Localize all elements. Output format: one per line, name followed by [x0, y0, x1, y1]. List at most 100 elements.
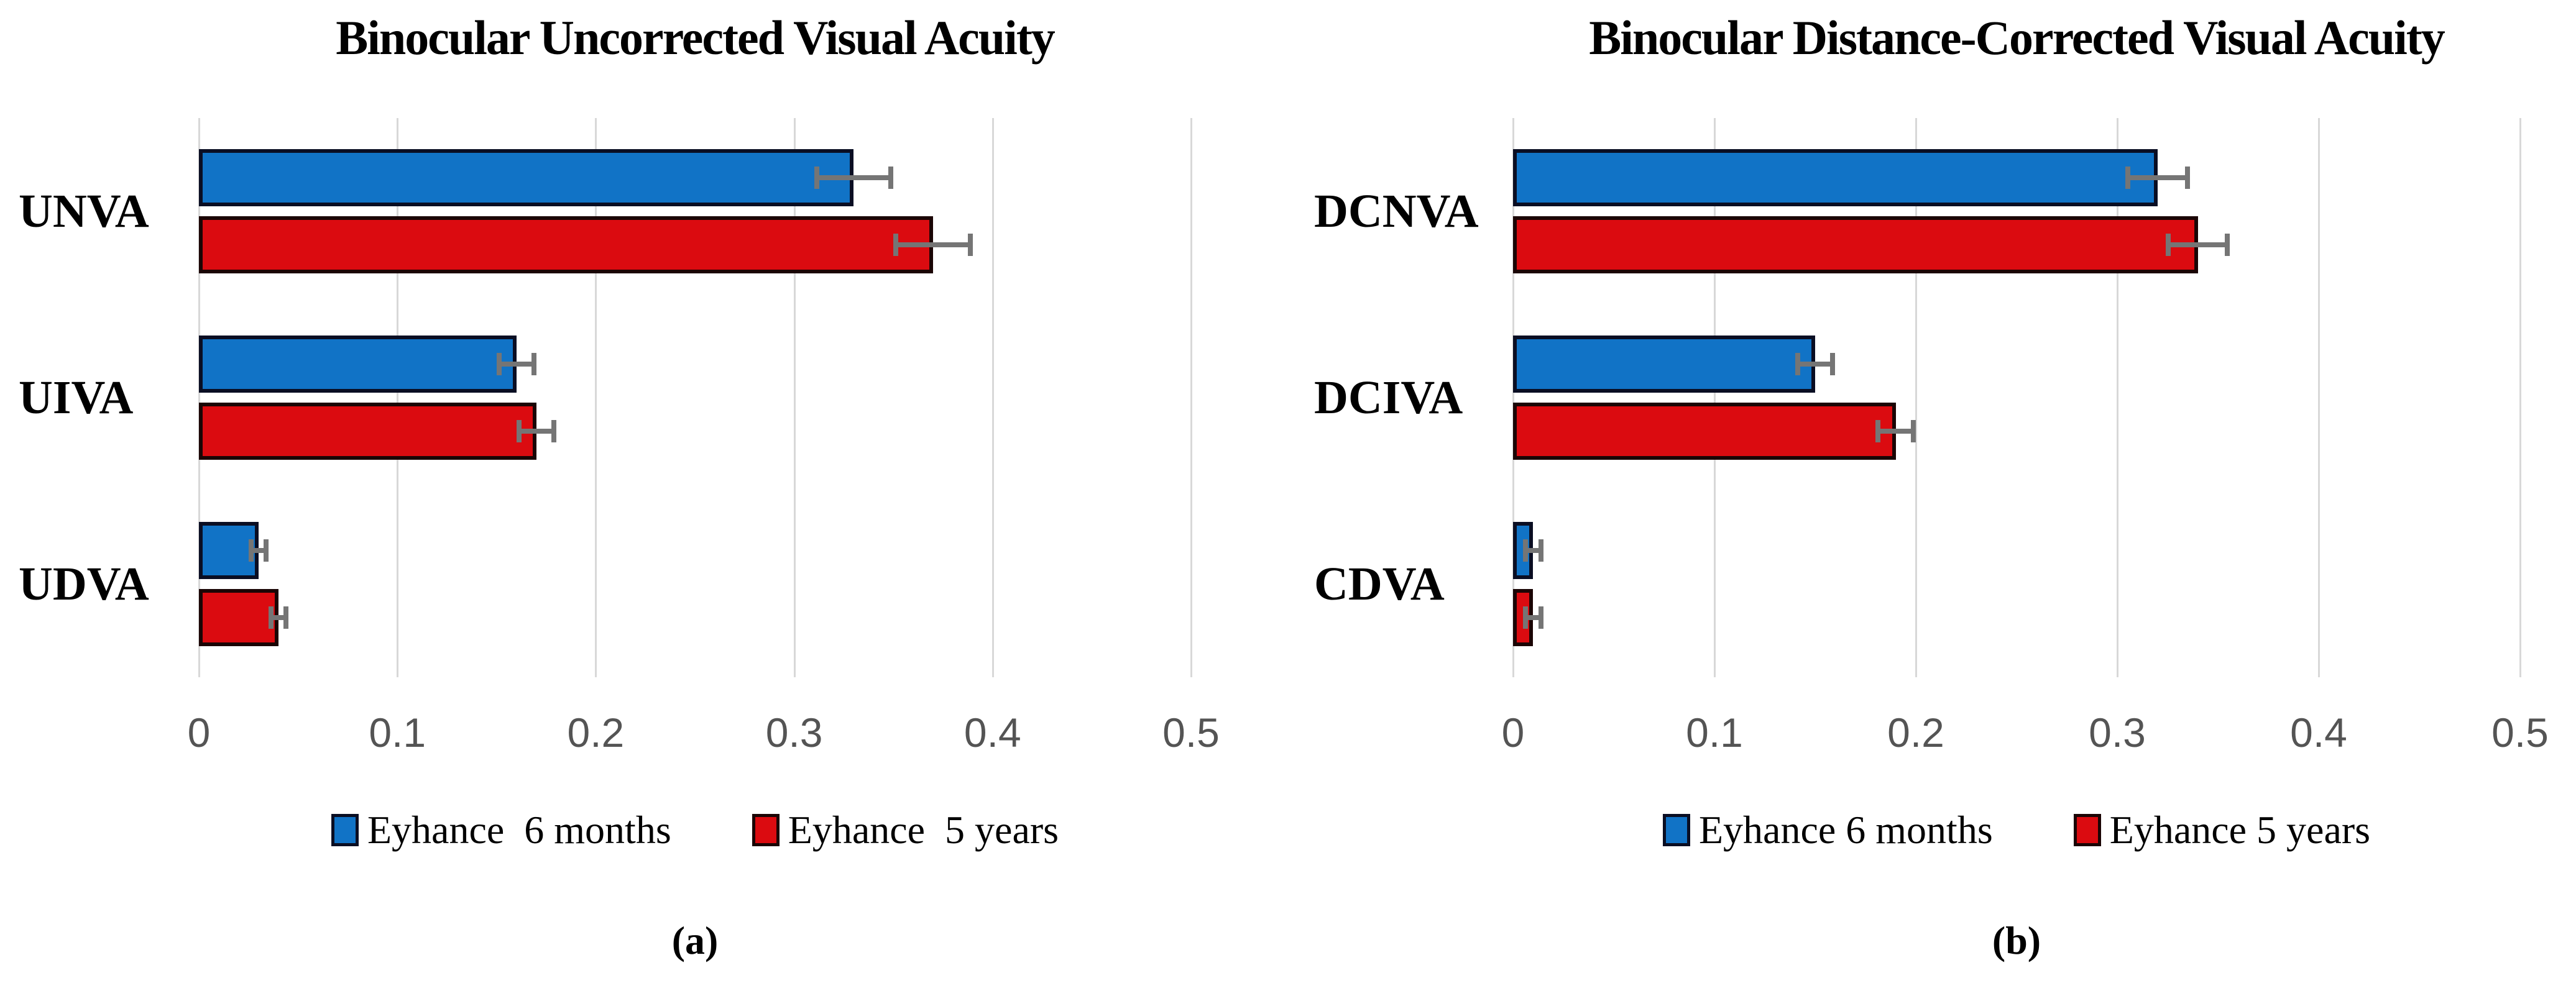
bar-eyhance-5-years-dcnva: [1513, 216, 2198, 273]
category-row: CDVA: [1314, 491, 2520, 677]
error-bar: [893, 234, 973, 256]
x-tick-label: 0.3: [2089, 710, 2146, 756]
error-bar-line: [1523, 548, 1543, 553]
x-tick-label: 0.5: [2491, 710, 2549, 756]
x-tick-label: 0.5: [1162, 710, 1220, 756]
gridline: [595, 118, 597, 677]
bar-eyhance-6-months-uiva: [199, 336, 517, 393]
error-bar-cap: [516, 420, 522, 442]
error-bar-line: [2125, 175, 2190, 180]
category-label: CDVA: [1314, 558, 1445, 610]
legend-swatch-red: [2073, 814, 2101, 846]
error-bar-cap: [1875, 420, 1881, 442]
error-bar: [1795, 353, 1836, 375]
legend-swatch-blue: [1662, 814, 1690, 846]
category-row: DCNVA: [1314, 118, 2520, 304]
x-tick-label: 0.4: [964, 710, 1021, 756]
legend-item: Eyhance 5 years: [2073, 808, 2371, 852]
x-tick-label: 0: [1501, 710, 1525, 756]
error-bar-cap: [2184, 167, 2190, 189]
category-label: DCNVA: [1314, 185, 1479, 237]
error-bar-line: [893, 242, 973, 247]
legend-item: Eyhance 5 years: [752, 810, 1059, 850]
bar-eyhance-6-months-dciva: [1513, 336, 1815, 393]
error-bar-line: [1795, 362, 1836, 367]
error-bar: [248, 539, 269, 562]
error-bar: [516, 420, 556, 442]
legend-item: Eyhance 6 months: [331, 810, 671, 850]
error-bar-cap: [551, 420, 556, 442]
error-bar: [2165, 234, 2230, 256]
error-bar: [2125, 167, 2190, 189]
x-tick-label: 0.1: [1686, 710, 1743, 756]
x-tick-label: 0.2: [567, 710, 625, 756]
error-bar: [496, 353, 536, 375]
legend-label: Eyhance 5 years: [788, 808, 1059, 852]
plot-area: UNVA UIVA UDVA: [19, 118, 1192, 677]
bar-eyhance-5-years-uiva: [199, 403, 536, 460]
legend-item: Eyhance 6 months: [1662, 810, 1993, 850]
category-row: UNVA: [19, 118, 1191, 304]
error-bar-line: [814, 175, 894, 180]
legend-swatch-blue: [331, 814, 359, 846]
legend-label: Eyhance 6 months: [367, 808, 671, 852]
bar-eyhance-5-years-unva: [199, 216, 934, 273]
gridline: [1512, 118, 1514, 677]
legend-label: Eyhance 5 years: [2109, 808, 2371, 852]
error-bar-line: [496, 362, 536, 367]
plot-area: DCNVA DCIVA CDVA: [1314, 118, 2521, 677]
panel-caption: (a): [671, 918, 719, 962]
error-bar-cap: [283, 606, 288, 629]
chart-title: Binocular Distance-Corrected Visual Acui…: [1589, 11, 2445, 65]
gridline: [1714, 118, 1716, 677]
panel-caption: (b): [1992, 918, 2041, 962]
x-tick-label: 0.3: [765, 710, 823, 756]
category-label: UDVA: [19, 558, 149, 610]
x-tick-label: 0: [187, 710, 211, 756]
error-bar: [1523, 539, 1543, 562]
error-bar-cap: [893, 234, 899, 256]
legend-swatch-red: [752, 814, 780, 846]
error-bar-cap: [496, 353, 502, 375]
gridline: [991, 118, 994, 677]
error-bar-line: [516, 429, 556, 434]
gridline: [2117, 118, 2118, 677]
error-bar: [814, 167, 894, 189]
x-tick-label: 0.4: [2290, 710, 2347, 756]
error-bar-cap: [2165, 234, 2171, 256]
category-row: DCIVA: [1314, 304, 2520, 491]
bar-eyhance-5-years-dciva: [1513, 403, 1896, 460]
error-bar-cap: [814, 167, 819, 189]
category-label: UNVA: [19, 185, 149, 237]
category-label: DCIVA: [1314, 372, 1463, 424]
chart-panel-b: Binocular Distance-Corrected Visual Acui…: [1288, 0, 2576, 991]
error-bar-cap: [268, 606, 274, 629]
gridline: [198, 118, 200, 677]
error-bar-line: [2165, 242, 2230, 247]
x-axis-ticks: 0 0.1 0.2 0.3 0.4 0.5: [1502, 710, 2549, 762]
error-bar-cap: [1523, 606, 1529, 629]
error-bar-line: [268, 615, 288, 620]
error-bar: [1523, 606, 1543, 629]
error-bar-cap: [888, 167, 894, 189]
error-bar-cap: [1538, 539, 1543, 562]
error-bar-cap: [531, 353, 536, 375]
error-bar-cap: [1523, 539, 1529, 562]
error-bar-cap: [1538, 606, 1543, 629]
chart-title: Binocular Uncorrected Visual Acuity: [336, 11, 1056, 65]
gridline: [793, 118, 796, 677]
error-bar-cap: [2125, 167, 2130, 189]
bar-eyhance-6-months-unva: [199, 149, 854, 206]
legend: Eyhance 6 months Eyhance 5 years: [199, 806, 1191, 854]
gridline: [2318, 118, 2320, 677]
error-bar-line: [248, 548, 269, 553]
error-bar-line: [1523, 615, 1543, 620]
error-bar-line: [1875, 429, 1916, 434]
error-bar-cap: [1830, 353, 1836, 375]
category-label: UIVA: [19, 372, 134, 424]
gridline: [2519, 118, 2521, 677]
category-row: UIVA: [19, 304, 1191, 491]
x-tick-label: 0.2: [1887, 710, 1944, 756]
bar-eyhance-5-years-udva: [199, 589, 278, 646]
